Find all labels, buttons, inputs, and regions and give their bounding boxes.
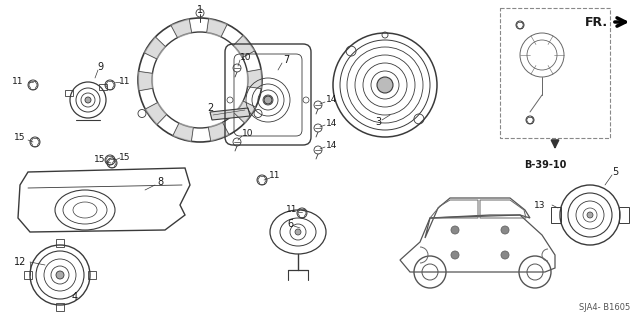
- Circle shape: [264, 96, 272, 104]
- Polygon shape: [209, 122, 229, 141]
- Bar: [65, 90, 73, 96]
- Text: 14: 14: [326, 140, 337, 150]
- Text: B-39-10: B-39-10: [524, 160, 566, 170]
- Circle shape: [501, 251, 509, 259]
- Text: 12: 12: [14, 257, 26, 267]
- Text: 3: 3: [375, 117, 381, 127]
- Bar: [619, 207, 629, 223]
- Circle shape: [451, 251, 459, 259]
- Text: 11: 11: [12, 78, 24, 86]
- Text: 4: 4: [72, 292, 78, 302]
- Text: 10: 10: [240, 54, 252, 63]
- Polygon shape: [145, 102, 166, 125]
- Bar: [551, 207, 561, 223]
- Text: 5: 5: [612, 167, 618, 177]
- Text: 1: 1: [197, 5, 203, 15]
- Text: 10: 10: [242, 129, 253, 137]
- Text: 11: 11: [269, 172, 281, 181]
- Bar: [56, 239, 64, 247]
- Polygon shape: [234, 35, 255, 57]
- Polygon shape: [173, 123, 193, 141]
- Circle shape: [295, 229, 301, 235]
- Bar: [99, 84, 108, 90]
- Circle shape: [501, 226, 509, 234]
- Text: 14: 14: [326, 95, 337, 105]
- Text: SJA4- B1605: SJA4- B1605: [579, 303, 630, 312]
- Text: 9: 9: [97, 62, 103, 72]
- Text: 6: 6: [287, 219, 293, 229]
- Circle shape: [85, 97, 91, 103]
- Text: FR.: FR.: [585, 16, 608, 28]
- Text: 11: 11: [286, 205, 298, 214]
- Circle shape: [377, 77, 393, 93]
- Polygon shape: [144, 37, 166, 59]
- Circle shape: [56, 271, 64, 279]
- Text: 7: 7: [283, 55, 289, 65]
- Text: 2: 2: [207, 103, 213, 113]
- Text: 11: 11: [119, 78, 131, 86]
- Polygon shape: [171, 19, 191, 38]
- Text: 14: 14: [326, 118, 337, 128]
- Bar: [24, 271, 32, 279]
- Polygon shape: [210, 108, 250, 120]
- Bar: [88, 271, 96, 279]
- Polygon shape: [207, 19, 227, 37]
- Text: 13: 13: [534, 201, 546, 210]
- Circle shape: [587, 212, 593, 218]
- Text: 8: 8: [157, 177, 163, 187]
- Text: 15: 15: [119, 153, 131, 162]
- Text: 15: 15: [94, 155, 106, 165]
- Polygon shape: [234, 101, 256, 123]
- Bar: [500, 8, 610, 138]
- Circle shape: [451, 226, 459, 234]
- Polygon shape: [247, 69, 261, 89]
- Bar: [56, 303, 64, 311]
- Polygon shape: [139, 71, 153, 91]
- Text: 15: 15: [14, 133, 26, 143]
